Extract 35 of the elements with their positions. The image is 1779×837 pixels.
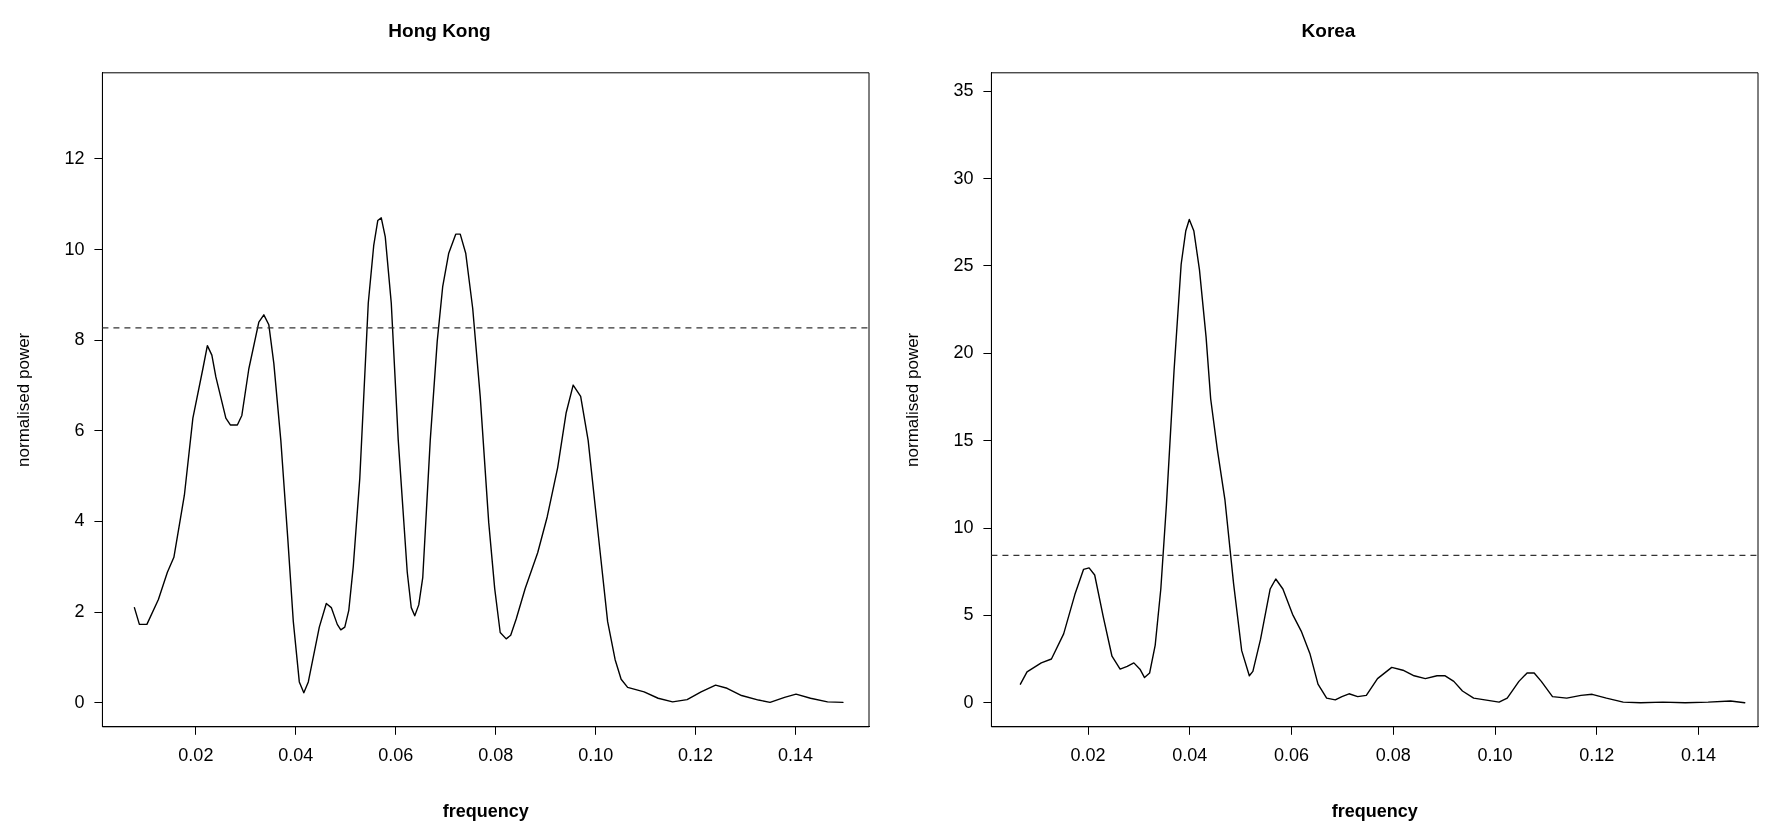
- x-tick-label: 0.06: [378, 744, 414, 765]
- x-tick-label: 0.14: [778, 744, 814, 765]
- x-tick-label: 0.12: [678, 744, 714, 765]
- y-tick-label: 20: [953, 342, 974, 363]
- x-tick-label: 0.08: [1375, 744, 1411, 765]
- y-tick-label: 15: [953, 429, 974, 450]
- y-tick-label: 2: [74, 601, 85, 622]
- y-tick-label: 35: [953, 80, 974, 101]
- y-tick-label: 5: [963, 604, 974, 625]
- x-tick-label: 0.02: [1070, 744, 1106, 765]
- x-tick-label: 0.14: [1680, 744, 1717, 765]
- x-axis-title: frequency: [1331, 801, 1418, 822]
- x-tick-label: 0.04: [278, 744, 314, 765]
- x-tick-label: 0.04: [1172, 744, 1208, 765]
- y-tick-label: 10: [64, 238, 85, 259]
- x-tick-label: 0.10: [578, 744, 614, 765]
- x-tick-label: 0.02: [178, 744, 214, 765]
- y-tick-label: 0: [963, 691, 974, 712]
- chart-title: Hong Kong: [388, 19, 491, 41]
- y-tick-label: 25: [953, 254, 974, 275]
- y-axis-title: normalised power: [13, 332, 33, 467]
- y-tick-label: 0: [74, 691, 85, 712]
- x-tick-label: 0.06: [1274, 744, 1310, 765]
- y-tick-label: 10: [953, 516, 974, 537]
- y-tick-label: 4: [74, 510, 85, 531]
- y-tick-label: 8: [74, 329, 85, 350]
- chart-title: Korea: [1301, 19, 1356, 41]
- y-axis-title: normalised power: [902, 332, 922, 467]
- y-tick-label: 12: [64, 147, 85, 168]
- x-axis-title: frequency: [442, 801, 529, 822]
- y-tick-label: 6: [74, 419, 85, 440]
- x-tick-label: 0.10: [1477, 744, 1513, 765]
- x-tick-label: 0.12: [1579, 744, 1615, 765]
- x-tick-label: 0.08: [478, 744, 514, 765]
- y-tick-label: 30: [953, 167, 974, 188]
